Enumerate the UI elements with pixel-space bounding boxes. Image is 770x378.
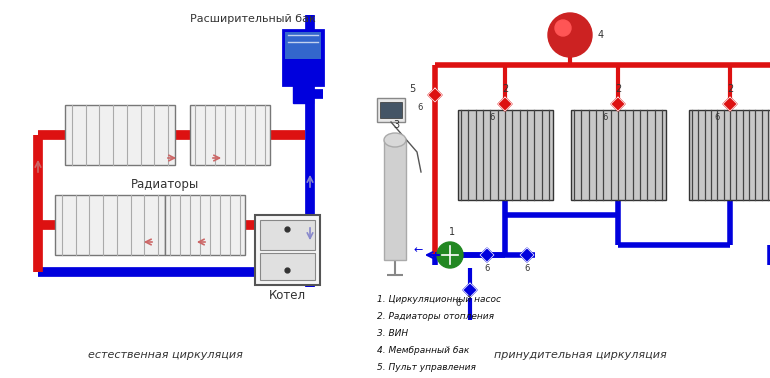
Text: 2: 2 — [615, 84, 621, 94]
Bar — [285, 32, 321, 59]
Polygon shape — [463, 283, 477, 297]
Bar — [165, 195, 245, 255]
Text: 1: 1 — [449, 227, 455, 237]
Circle shape — [437, 242, 463, 268]
Bar — [190, 105, 270, 165]
Bar — [689, 110, 770, 200]
Bar — [260, 220, 315, 250]
Text: 6: 6 — [417, 103, 423, 112]
Polygon shape — [723, 97, 737, 111]
Text: 6: 6 — [484, 264, 490, 273]
Bar — [380, 102, 402, 118]
Bar — [283, 30, 323, 85]
Text: 3. ВИН: 3. ВИН — [377, 329, 408, 338]
Ellipse shape — [384, 133, 406, 147]
Text: 6: 6 — [524, 264, 530, 273]
Text: 6: 6 — [489, 113, 494, 122]
Text: 2: 2 — [502, 84, 508, 94]
Bar — [457, 110, 553, 200]
Circle shape — [555, 20, 571, 36]
Polygon shape — [611, 97, 625, 111]
Bar — [571, 110, 665, 200]
Polygon shape — [498, 97, 512, 111]
Text: 2. Радиаторы отопления: 2. Радиаторы отопления — [377, 312, 494, 321]
Polygon shape — [428, 88, 442, 102]
Bar — [377, 98, 405, 122]
Text: 6: 6 — [602, 113, 608, 122]
Text: принудительная циркуляция: принудительная циркуляция — [494, 350, 666, 360]
Text: 1. Циркуляционный насос: 1. Циркуляционный насос — [377, 295, 501, 304]
Polygon shape — [480, 248, 494, 262]
Text: 3: 3 — [393, 120, 399, 130]
Bar — [293, 85, 313, 103]
Text: 4. Мембранный бак: 4. Мембранный бак — [377, 346, 469, 355]
Bar — [55, 195, 165, 255]
Text: Котел: Котел — [269, 289, 306, 302]
Bar — [384, 140, 406, 260]
Polygon shape — [520, 248, 534, 262]
Text: Радиаторы: Радиаторы — [131, 178, 199, 191]
Text: 5. Пульт управления: 5. Пульт управления — [377, 363, 476, 372]
Text: 6: 6 — [455, 299, 460, 308]
Text: 4: 4 — [598, 30, 604, 40]
Text: 6: 6 — [715, 113, 720, 122]
Text: естественная циркуляция: естественная циркуляция — [88, 350, 243, 360]
Bar — [255, 215, 320, 285]
Text: 5: 5 — [409, 84, 415, 94]
Text: 2: 2 — [727, 84, 733, 94]
Bar — [65, 105, 175, 165]
Bar — [260, 253, 315, 280]
Text: Расширительный бак: Расширительный бак — [190, 14, 316, 24]
Circle shape — [548, 13, 592, 57]
Text: ←: ← — [414, 245, 424, 255]
